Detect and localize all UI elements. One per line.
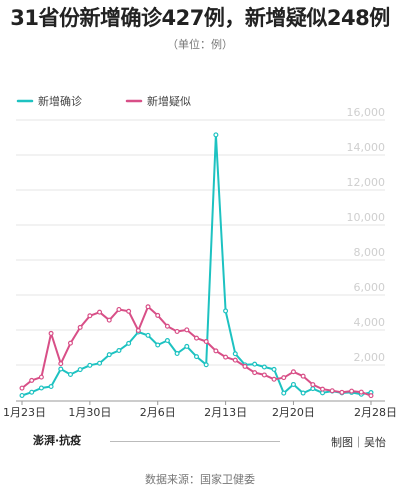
data-point xyxy=(87,313,93,319)
data-point xyxy=(164,338,170,344)
data-point xyxy=(252,370,258,376)
data-point xyxy=(184,343,190,349)
x-tick-label: 1月30日 xyxy=(68,406,111,419)
y-tick-label: 14,000 xyxy=(347,141,386,154)
data-point xyxy=(48,384,54,390)
x-tick-label: 2月28日 xyxy=(354,406,397,419)
data-point xyxy=(213,132,219,138)
data-point xyxy=(145,332,151,338)
data-point xyxy=(242,363,248,369)
data-point xyxy=(300,390,306,396)
y-tick-label: 2,000 xyxy=(354,351,386,364)
data-point xyxy=(77,324,83,330)
y-tick-label: 16,000 xyxy=(347,106,386,119)
data-point xyxy=(281,375,287,381)
series-line xyxy=(21,305,372,397)
data-point xyxy=(310,386,316,392)
data-point xyxy=(329,388,335,394)
data-point xyxy=(310,382,316,388)
unit-label: （单位：例） xyxy=(167,38,233,51)
data-point xyxy=(232,351,238,357)
data-point xyxy=(232,357,238,363)
data-point xyxy=(358,389,364,395)
y-tick-label: 4,000 xyxy=(354,316,386,329)
data-point xyxy=(184,327,190,333)
data-point xyxy=(106,317,112,323)
x-tick-label: 2月6日 xyxy=(140,406,176,419)
data-point xyxy=(58,361,64,367)
data-point xyxy=(126,308,132,314)
data-point xyxy=(300,373,306,379)
data-point xyxy=(77,367,83,373)
legend-label: 新增确诊 xyxy=(38,94,82,108)
data-point xyxy=(97,360,103,366)
data-point xyxy=(135,328,141,334)
data-point xyxy=(174,351,180,357)
data-point xyxy=(223,354,229,360)
data-point xyxy=(339,389,345,395)
x-axis: 1月23日 1月30日 2月6日 2月13日 2月20日 2月28日 xyxy=(3,400,397,419)
data-point xyxy=(155,342,161,348)
data-point xyxy=(38,385,44,391)
series-lines xyxy=(19,132,374,399)
data-point xyxy=(19,392,25,398)
source-text: 数据来源：国家卫健委 xyxy=(145,473,255,486)
y-tick-label: 8,000 xyxy=(354,246,386,259)
data-point xyxy=(29,377,35,383)
line-chart: 2,000 4,000 6,000 8,000 10,000 12,000 14,000 16… xyxy=(3,94,397,419)
data-point xyxy=(290,381,296,387)
divider xyxy=(110,441,280,442)
data-point xyxy=(213,348,219,354)
data-point xyxy=(271,376,277,382)
data-point xyxy=(261,364,267,370)
data-point xyxy=(203,339,209,345)
y-tick-label: 12,000 xyxy=(347,176,386,189)
data-point xyxy=(58,366,64,372)
data-point xyxy=(126,340,132,346)
data-point xyxy=(48,330,54,336)
data-point xyxy=(203,362,209,368)
data-point xyxy=(223,308,229,314)
data-point xyxy=(87,362,93,368)
data-point xyxy=(29,389,35,395)
data-point xyxy=(194,354,200,360)
data-point xyxy=(116,347,122,353)
legend-label: 新增疑似 xyxy=(147,94,191,108)
data-point xyxy=(261,372,267,378)
y-tick-label: 6,000 xyxy=(354,281,386,294)
data-point xyxy=(368,393,374,399)
y-tick-label: 10,000 xyxy=(347,211,386,224)
x-tick-label: 2月20日 xyxy=(272,406,315,419)
data-point xyxy=(116,306,122,312)
data-point xyxy=(271,366,277,372)
data-point xyxy=(67,371,73,377)
data-point xyxy=(67,340,73,346)
data-point xyxy=(38,374,44,380)
brand-logo: 澎湃·抗疫 xyxy=(33,434,82,447)
legend: 新增确诊 新增疑似 xyxy=(16,94,191,108)
page-title: 31省份新增确诊427例，新增疑似248例 xyxy=(10,6,390,30)
credit-text: 制图｜吴怡 xyxy=(331,436,386,449)
x-tick-label: 2月13日 xyxy=(204,406,247,419)
data-point xyxy=(155,312,161,318)
data-point xyxy=(106,352,112,358)
x-tick-label: 1月23日 xyxy=(3,406,46,419)
data-point xyxy=(174,328,180,334)
data-point xyxy=(281,390,287,396)
data-point xyxy=(145,304,151,310)
data-point xyxy=(349,388,355,394)
grid-lines: 2,000 4,000 6,000 8,000 10,000 12,000 14,000 16… xyxy=(16,106,386,366)
data-point xyxy=(290,369,296,375)
data-point xyxy=(19,385,25,391)
data-point xyxy=(97,309,103,315)
data-point xyxy=(194,335,200,341)
data-point xyxy=(164,323,170,329)
data-point xyxy=(252,361,258,367)
data-point xyxy=(320,386,326,392)
